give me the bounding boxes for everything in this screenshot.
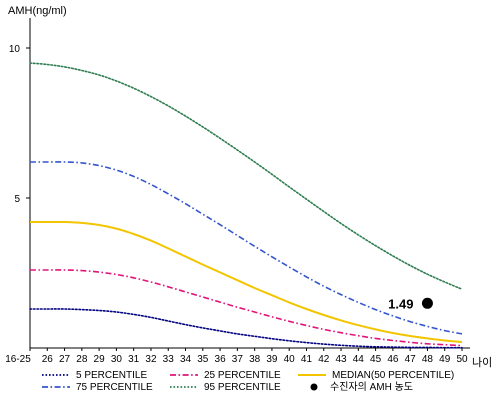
legend: 5 PERCENTILE 25 PERCENTILE MEDIAN(50 PERCE… <box>42 370 454 393</box>
x-tick-label: 32 <box>145 354 157 365</box>
y-ticks: 5 10 <box>9 44 30 205</box>
series-line-95-percentile <box>29 62 463 290</box>
series-line-25-percentile <box>30 269 463 347</box>
series-line-median-50-percentile <box>30 220 463 343</box>
x-tick-label: 26 <box>42 354 54 365</box>
legend-label-25-percentile: 25 PERCENTILE <box>204 370 281 381</box>
x-tick-label: 45 <box>370 354 382 365</box>
x-tick-label: 40 <box>284 354 296 365</box>
x-tick-label: 28 <box>76 354 88 365</box>
legend-label-5-percentile: 5 PERCENTILE <box>76 370 147 381</box>
legend-label-median-50-percentile: MEDIAN(50 PERCENTILE) <box>332 370 454 381</box>
x-ticks: 16-25 26 27 28 29 30 31 32 33 34 35 36 37 38 39 40 41 42 4… <box>5 348 468 365</box>
point-layer: 1.49 <box>388 296 433 311</box>
x-tick-label: 30 <box>111 354 123 365</box>
x-tick-label: 27 <box>59 354 71 365</box>
x-tick-label: 43 <box>335 354 347 365</box>
x-tick-label: 48 <box>422 354 434 365</box>
legend-swatch-patient-amh <box>310 383 318 391</box>
x-tick-label: 36 <box>215 354 227 365</box>
x-tick-label: 42 <box>318 354 330 365</box>
x-tick-label: 37 <box>232 354 244 365</box>
x-tick-label: 41 <box>301 354 313 365</box>
legend-label-75-percentile: 75 PERCENTILE <box>76 382 153 393</box>
x-tick-label: 38 <box>249 354 261 365</box>
series-line-5-percentile <box>29 308 463 349</box>
x-tick-label: 35 <box>197 354 209 365</box>
series-layer <box>29 62 463 349</box>
x-tick-label: 16-25 <box>5 354 31 365</box>
axes: AMH(ng/ml) 나이 <box>8 5 492 369</box>
x-axis-label: 나이 <box>472 356 492 369</box>
x-tick-label: 49 <box>439 354 451 365</box>
patient-amh-marker <box>421 297 433 309</box>
x-tick-label: 50 <box>456 354 468 365</box>
legend-label-95-percentile: 95 PERCENTILE <box>204 382 281 393</box>
x-tick-label: 29 <box>94 354 106 365</box>
legend-label-patient-amh: 수진자의 AMH 농도 <box>330 381 413 393</box>
x-tick-label: 47 <box>405 354 417 365</box>
x-tick-label: 46 <box>387 354 399 365</box>
y-tick-label: 10 <box>9 44 21 55</box>
x-tick-label: 31 <box>128 354 140 365</box>
y-tick-label: 5 <box>14 194 20 205</box>
x-tick-label: 44 <box>353 354 365 365</box>
x-tick-label: 39 <box>266 354 278 365</box>
y-axis-label: AMH(ng/ml) <box>8 5 67 17</box>
x-tick-label: 34 <box>180 354 192 365</box>
patient-amh-value-label: 1.49 <box>388 296 413 311</box>
x-tick-label: 33 <box>163 354 175 365</box>
